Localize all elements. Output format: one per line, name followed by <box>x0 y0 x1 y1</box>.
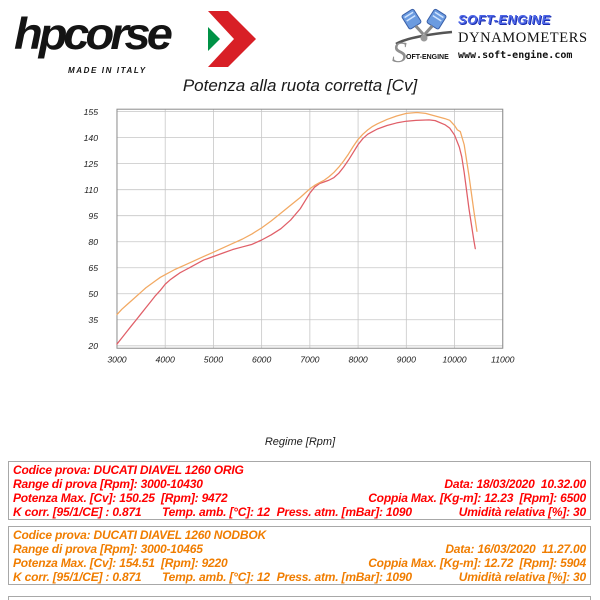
y-tick-label: 155 <box>84 107 99 117</box>
dynamometers-label: DYNAMOMETERS <box>458 30 588 46</box>
plot-frame <box>116 108 504 349</box>
hpcorse-wordmark: hpcorse <box>14 8 173 59</box>
y-tick-label: 140 <box>84 133 99 143</box>
y-tick-label: 35 <box>88 315 98 325</box>
press-atm: Press. atm. [mBar]: 1090 <box>276 505 412 519</box>
made-in-italy-label: MADE IN ITALY <box>68 66 147 75</box>
softengine-logo: S OFT-ENGINE SOFT-ENGINE DYNAMOMETERS ww… <box>392 4 598 72</box>
pistons-icon: S OFT-ENGINE <box>392 8 453 68</box>
x-tick-label: 10000 <box>442 354 466 364</box>
x-tick-label: 3000 <box>107 354 126 364</box>
run-info-block-nodbok: Codice prova: DUCATI DIAVEL 1260 NODBOK … <box>8 526 591 585</box>
data-ora: Data: 16/03/2020 11.27.00 <box>445 542 586 556</box>
power-curve-orig <box>116 119 476 345</box>
y-tick-label: 65 <box>88 263 98 273</box>
dyno-chart: 3000 4000 5000 6000 7000 8000 9000 10000 11000 20… <box>84 107 515 365</box>
x-tick-label: 5000 <box>204 354 223 364</box>
x-tick-label: 9000 <box>397 354 416 364</box>
y-tick-label: 20 <box>87 341 98 351</box>
hpcorse-chevron-icon <box>208 11 256 67</box>
softengine-icon-text: OFT-ENGINE <box>406 54 449 61</box>
temp-amb: Temp. amb. [°C]: 12 <box>161 570 270 584</box>
x-axis-label: Regime [Rpm] <box>264 436 336 448</box>
run-info-block-empty <box>8 596 591 600</box>
x-tick-label: 4000 <box>156 354 175 364</box>
x-tick-label: 6000 <box>252 354 271 364</box>
run-info-block-orig: Codice prova: DUCATI DIAVEL 1260 ORIG Ra… <box>8 461 591 520</box>
hpcorse-logo: hpcorse MADE IN ITALY <box>10 6 260 78</box>
potenza-max: Potenza Max. [Cv]: 154.51 [Rpm]: 9220 <box>13 556 228 570</box>
x-tick-label: 8000 <box>348 354 367 364</box>
temp-amb: Temp. amb. [°C]: 12 <box>161 505 270 519</box>
y-tick-label: 95 <box>88 211 98 221</box>
x-tick-label: 7000 <box>300 354 319 364</box>
potenza-max: Potenza Max. [Cv]: 150.25 [Rpm]: 9472 <box>13 491 228 505</box>
coppia-max: Coppia Max. [Kg-m]: 12.72 [Rpm]: 5904 <box>368 556 586 570</box>
y-tick-label: 50 <box>88 289 98 299</box>
press-atm: Press. atm. [mBar]: 1090 <box>276 570 412 584</box>
power-curve-nodbok <box>116 111 478 316</box>
coppia-max: Coppia Max. [Kg-m]: 12.23 [Rpm]: 6500 <box>368 491 586 505</box>
umidita-relativa: Umidità relativa [%]: 30 <box>458 570 586 584</box>
softengine-icon-s: S <box>392 36 407 68</box>
range-di-prova: Range di prova [Rpm]: 3000-10465 <box>13 542 203 556</box>
y-tick-label: 110 <box>84 185 98 195</box>
codice-prova: Codice prova: DUCATI DIAVEL 1260 NODBOK <box>13 528 266 542</box>
y-tick-label: 125 <box>84 159 99 169</box>
k-corr: K corr. [95/1/CE] : 0.871 <box>13 570 142 584</box>
k-corr: K corr. [95/1/CE] : 0.871 <box>13 505 142 519</box>
range-di-prova: Range di prova [Rpm]: 3000-10430 <box>13 477 203 491</box>
y-tick-label: 80 <box>88 237 98 247</box>
softengine-url: www.soft-engine.com <box>458 50 573 61</box>
codice-prova: Codice prova: DUCATI DIAVEL 1260 ORIG <box>13 463 244 477</box>
chart-title: Potenza alla ruota corretta [Cv] <box>182 76 418 95</box>
umidita-relativa: Umidità relativa [%]: 30 <box>458 505 586 519</box>
softengine-brand: SOFT-ENGINE <box>458 12 551 27</box>
x-tick-label: 11000 <box>491 354 515 364</box>
data-ora: Data: 18/03/2020 10.32.00 <box>444 477 586 491</box>
